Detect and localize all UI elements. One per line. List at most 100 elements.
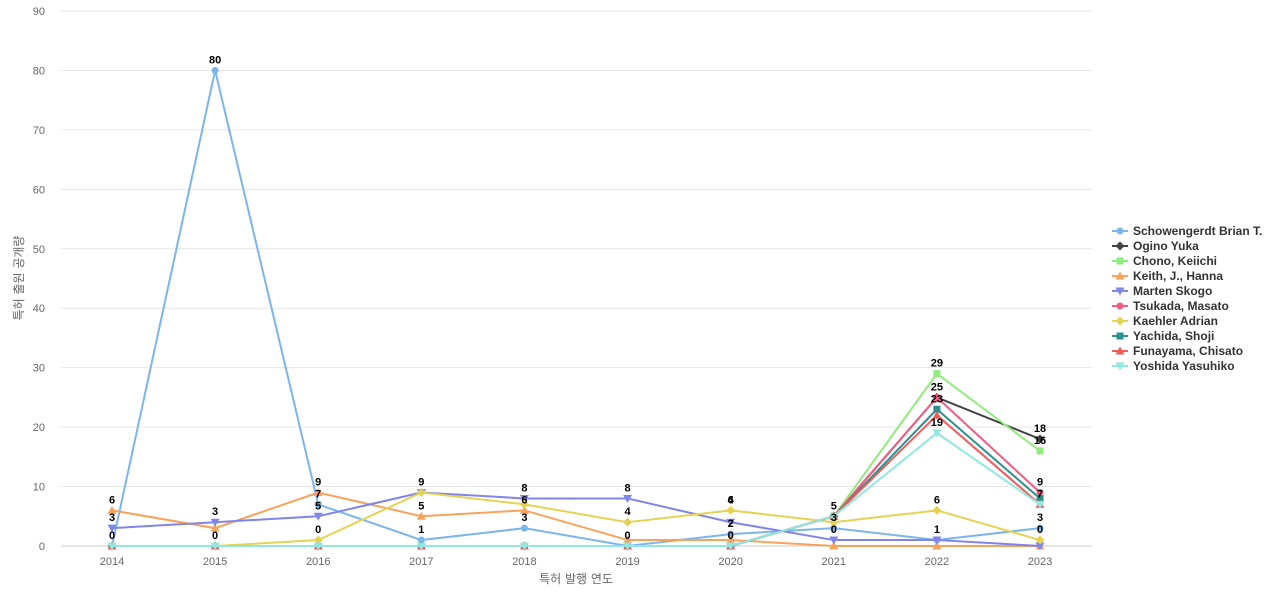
x-axis: 2014 2015 2016 2017 2018 2019 2020 2021 2022 2023 xyxy=(100,556,1052,568)
x-tick-label: 2023 xyxy=(1028,556,1052,568)
data-point xyxy=(519,542,529,551)
y-axis: 0 10 20 30 40 50 60 70 80 90 xyxy=(33,6,45,553)
series-line xyxy=(112,431,1041,547)
legend-label: Kaehler Adrian xyxy=(1133,314,1218,328)
legend-label: Tsukada, Masato xyxy=(1133,299,1229,313)
data-label: 9 xyxy=(418,477,424,489)
data-label: 9 xyxy=(1037,477,1043,489)
data-label: 0 xyxy=(728,530,734,542)
series-5 xyxy=(107,489,1045,551)
data-label: 23 xyxy=(931,393,943,405)
legend-item[interactable]: Yoshida Yasuhiko xyxy=(1112,359,1235,373)
x-axis-title: 특허 발행 연도 xyxy=(539,571,613,586)
legend-item[interactable]: Chono, Keiichi xyxy=(1112,254,1217,268)
data-point xyxy=(829,517,839,527)
legend-item[interactable]: Marten Skogo xyxy=(1112,284,1212,298)
data-point xyxy=(313,535,323,545)
data-point xyxy=(932,505,942,515)
legend-label: Schowengerdt Brian T. xyxy=(1133,224,1262,238)
series-line xyxy=(112,413,1041,547)
y-tick-label: 40 xyxy=(33,303,45,315)
data-point xyxy=(726,542,736,551)
legend-marker xyxy=(1115,271,1125,280)
series-7 xyxy=(107,488,1045,551)
grid xyxy=(61,10,1092,547)
legend-label: Funayama, Chisato xyxy=(1133,344,1243,358)
legend-marker xyxy=(1115,362,1125,371)
y-tick-label: 80 xyxy=(33,65,45,77)
data-point xyxy=(932,541,942,550)
series-2 xyxy=(107,392,1045,551)
data-label: 6 xyxy=(728,494,734,506)
data-point xyxy=(623,517,633,527)
legend-item[interactable]: Funayama, Chisato xyxy=(1112,344,1243,358)
data-label: 9 xyxy=(315,477,321,489)
data-point xyxy=(519,499,529,509)
data-point xyxy=(313,488,323,496)
data-label: 0 xyxy=(624,530,630,542)
legend-marker xyxy=(1115,287,1125,296)
data-point xyxy=(107,542,117,551)
x-tick-label: 2022 xyxy=(925,556,949,568)
data-point xyxy=(726,518,736,527)
legend-item[interactable]: Schowengerdt Brian T. xyxy=(1112,224,1262,238)
series-line xyxy=(112,396,1041,547)
y-tick-label: 60 xyxy=(33,184,45,196)
legend-marker xyxy=(1115,241,1125,251)
data-point xyxy=(313,512,323,521)
legend-item[interactable]: Tsukada, Masato xyxy=(1112,299,1229,313)
legend-marker xyxy=(1116,332,1124,340)
data-label: 5 xyxy=(418,500,424,512)
data-point xyxy=(314,500,322,508)
data-point xyxy=(932,410,942,419)
legend-item[interactable]: Ogino Yuka xyxy=(1112,239,1199,253)
data-label: 0 xyxy=(212,530,218,542)
data-label: 4 xyxy=(728,494,735,506)
data-point xyxy=(726,535,736,544)
data-label: 0 xyxy=(831,524,837,536)
data-point xyxy=(623,542,633,551)
data-label: 18 xyxy=(1034,423,1046,435)
data-label: 80 xyxy=(209,54,221,66)
legend-item[interactable]: Keith, J., Hanna xyxy=(1112,269,1223,283)
data-label: 3 xyxy=(212,506,218,518)
data-point xyxy=(623,494,633,503)
data-point xyxy=(416,511,426,520)
x-tick-label: 2021 xyxy=(822,556,846,568)
y-tick-label: 30 xyxy=(33,363,45,375)
series-line xyxy=(112,395,1041,547)
legend-label: Yoshida Yasuhiko xyxy=(1133,359,1235,373)
data-label: 5 xyxy=(831,500,837,512)
series-line xyxy=(111,491,1041,547)
legend-marker xyxy=(1116,302,1124,310)
data-point xyxy=(1036,447,1044,455)
series-layer xyxy=(107,66,1045,551)
data-label: 1 xyxy=(418,524,424,536)
data-point xyxy=(107,524,117,533)
data-point xyxy=(1036,489,1044,496)
data-label: 5 xyxy=(315,500,321,512)
data-label: 6 xyxy=(109,494,115,506)
data-point xyxy=(829,512,839,521)
data-point xyxy=(726,505,736,515)
data-point xyxy=(1035,434,1045,444)
data-label: 3 xyxy=(1037,512,1043,524)
legend-marker xyxy=(1115,346,1125,355)
x-tick-label: 2017 xyxy=(409,556,433,568)
data-point xyxy=(1036,524,1044,532)
legend-item[interactable]: Kaehler Adrian xyxy=(1112,314,1218,328)
series-line xyxy=(111,491,1040,547)
series-line xyxy=(112,491,1041,547)
data-point xyxy=(933,405,941,413)
data-point xyxy=(417,536,425,544)
data-label: 0 xyxy=(315,524,321,536)
data-point xyxy=(313,542,323,551)
legend-marker xyxy=(1116,257,1124,265)
y-tick-label: 0 xyxy=(39,541,45,553)
y-tick-label: 10 xyxy=(33,482,45,494)
data-point xyxy=(416,488,426,497)
legend-item[interactable]: Yachida, Shoji xyxy=(1112,329,1214,343)
